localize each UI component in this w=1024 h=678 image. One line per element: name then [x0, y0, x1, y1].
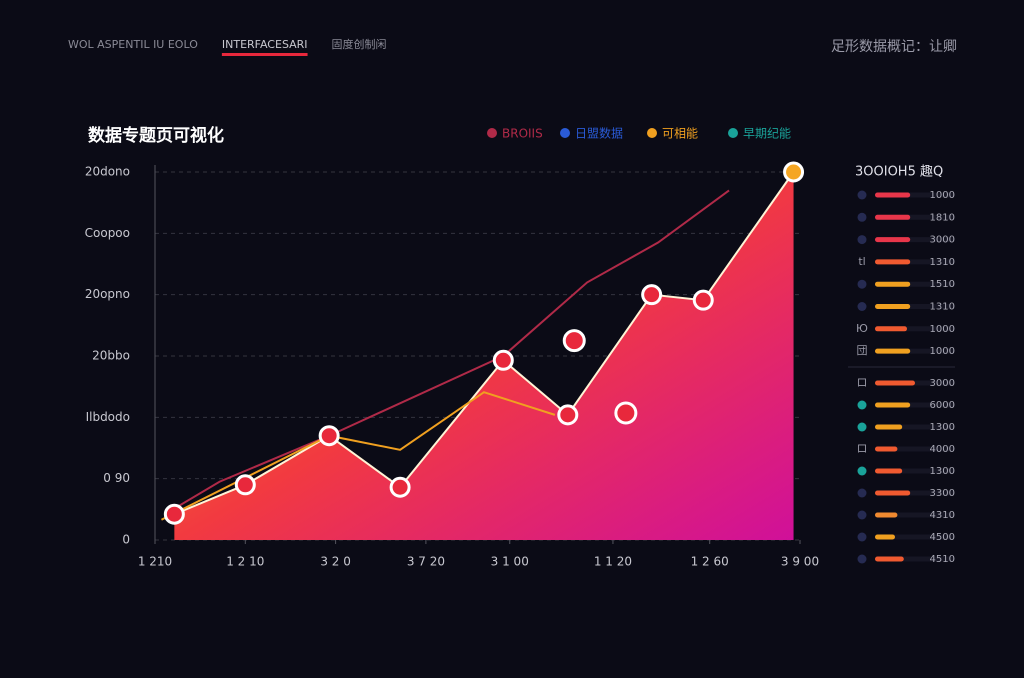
row-bar: [875, 402, 911, 408]
area-fill: [174, 172, 794, 540]
x-tick-label: 3 7 20: [407, 555, 445, 569]
row-dot: [857, 554, 867, 564]
row-dot: [857, 422, 867, 432]
row-dot: [857, 212, 867, 222]
row-bar: [875, 424, 903, 430]
y-tick-label: 20bbo: [92, 349, 130, 363]
row-glyph: 団: [857, 344, 868, 357]
row-bar: [875, 468, 903, 474]
row-dot: [857, 466, 867, 476]
row-value: 1000: [930, 190, 955, 201]
x-tick-label: 1 2 60: [691, 555, 729, 569]
data-point: [562, 329, 586, 353]
data-point: [163, 503, 185, 525]
row-glyph: tl: [858, 255, 865, 268]
row-value: 3300: [930, 488, 955, 499]
row-value: 1000: [930, 324, 955, 335]
nav-tab[interactable]: INTERFACESARI: [222, 38, 308, 51]
row-bar: [875, 534, 895, 540]
data-point: [234, 474, 256, 496]
data-point: [389, 476, 411, 498]
row-dot: [857, 279, 867, 289]
legend-label[interactable]: 早期纪能: [743, 127, 791, 141]
row-dot: [857, 532, 867, 542]
row-dot: [857, 235, 867, 245]
x-tick-label: 1 1 20: [594, 555, 632, 569]
x-tick-label: 3 9 00: [781, 555, 819, 569]
row-bar: [875, 214, 911, 220]
row-bar: [875, 512, 898, 518]
row-value: 1310: [930, 257, 955, 268]
row-value: 4310: [930, 510, 955, 521]
row-glyph: ロ: [857, 376, 868, 389]
row-value: 4510: [930, 554, 955, 565]
legend-swatch: [487, 128, 497, 138]
series-line: [161, 391, 556, 521]
header-note: 足形数据概记：让卿: [831, 39, 957, 55]
row-value: 1300: [930, 466, 955, 477]
legend-label[interactable]: BROIIS: [502, 127, 543, 141]
row-value: 4000: [930, 444, 955, 455]
data-point: [614, 401, 638, 425]
data-point: [557, 404, 579, 426]
row-glyph: Ю: [856, 322, 868, 335]
y-tick-label: Ilbdodo: [86, 410, 130, 424]
row-bar: [875, 380, 915, 386]
data-point: [692, 289, 714, 311]
row-value: 1300: [930, 422, 955, 433]
row-bar: [875, 281, 911, 287]
nav-tab[interactable]: 固度创制闲: [332, 37, 387, 51]
chart-title: 数据专题页可视化: [88, 125, 224, 146]
y-tick-label: 0: [122, 533, 130, 547]
y-tick-label: 20dono: [85, 165, 130, 179]
row-value: 6000: [930, 400, 955, 411]
row-glyph: ロ: [857, 442, 868, 455]
data-point: [492, 349, 514, 371]
legend-label[interactable]: 可相能: [662, 127, 698, 141]
row-value: 4500: [930, 532, 955, 543]
row-bar: [875, 490, 911, 496]
legend-swatch: [728, 128, 738, 138]
row-bar: [875, 348, 911, 354]
data-point: [318, 425, 340, 447]
nav-active-underline: [221, 53, 308, 56]
row-dot: [857, 400, 867, 410]
y-tick-label: 0 90: [103, 471, 130, 485]
y-tick-label: Coopoo: [85, 226, 130, 240]
x-tick-label: 1 2 10: [226, 555, 264, 569]
y-tick-label: 20opno: [85, 287, 130, 301]
row-value: 1810: [930, 212, 955, 223]
row-dot: [857, 510, 867, 520]
x-tick-label: 3 1 00: [491, 555, 529, 569]
row-value: 1510: [930, 279, 955, 290]
row-value: 3000: [930, 378, 955, 389]
row-bar: [875, 259, 911, 265]
row-bar: [875, 556, 904, 562]
legend-swatch: [560, 128, 570, 138]
row-bar: [875, 326, 907, 332]
row-dot: [857, 488, 867, 498]
row-value: 3000: [930, 235, 955, 246]
legend-swatch: [647, 128, 657, 138]
row-dot: [857, 190, 867, 200]
row-value: 1000: [930, 346, 955, 357]
data-point: [783, 161, 805, 183]
row-bar: [875, 237, 911, 243]
nav-tab[interactable]: WOL ASPENTIL IU EOLO: [68, 38, 198, 51]
row-bar: [875, 192, 911, 198]
data-point: [641, 284, 663, 306]
row-dot: [857, 302, 867, 311]
row-value: 1310: [930, 302, 955, 313]
row-track: [875, 534, 955, 540]
row-bar: [875, 304, 911, 309]
row-bar: [875, 446, 898, 452]
x-tick-label: 1 210: [138, 555, 172, 569]
panel-title: 3OOIOH5 趣Q: [855, 165, 943, 180]
legend-label[interactable]: 日盟数据: [575, 126, 623, 141]
x-tick-label: 3 2 0: [320, 555, 351, 569]
